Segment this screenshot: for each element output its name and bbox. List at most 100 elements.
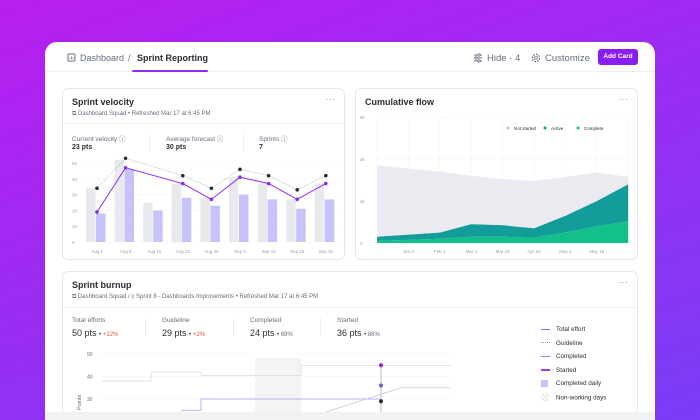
stat-label: Completed [250,317,282,324]
x-tick-label: Sep 12 [261,249,276,254]
x-tick-label: Mar 24 [496,249,511,254]
velocity-point [181,181,185,186]
completed-bar [124,169,135,242]
stat-label: Guideline [162,317,190,324]
y-tick-label: 20 [72,208,78,213]
y-tick-label: 40 [87,375,93,381]
forecast-point [123,156,128,161]
breadcrumb-sprint-reporting[interactable]: Sprint Reporting [137,53,208,63]
refreshed-text: Refreshed Mar 17 at 6:45 PM [131,111,211,117]
sprint-velocity-card: Sprint velocity ··· ⧉ Dashboard Squad • … [62,88,345,260]
x-tick-label: Feb 4 [434,249,446,254]
add-card-button[interactable]: Add Card [598,49,638,65]
x-tick-label: Sep 5 [234,249,246,254]
stat-label: Started [337,317,358,324]
y-tick-label: 4k [360,157,366,162]
top-bar: Dashboard / Sprint Reporting Hide · 4 Cu… [45,42,655,72]
x-tick-label: Apr 24 [527,249,541,254]
velocity-point [238,175,242,180]
card-subtitle: ⧉ Dashboard Squad / ⚲ Sprint 8 - Dashboa… [72,294,319,300]
y-tick-label: 0 [72,240,75,245]
stat-label: Total efforts [72,317,106,324]
divider [145,318,146,336]
legend-label: Not started [514,126,537,131]
team-icon: ⧉ [72,111,78,117]
legend-item: Guideline [541,340,583,347]
refreshed-text: Refreshed Mar 17 at 6:45 PM [239,294,319,300]
sprint-burnup-card: Sprint burnup ··· ⧉ Dashboard Squad / ⚲ … [62,271,638,420]
y-tick-label: 6k [360,115,366,120]
x-tick-label: Aug 15 [147,249,162,254]
cumulative-flow-card: Cumulative flow ··· 0 2k 4k 6k Jan 3 Feb 4 Mar… [355,88,638,260]
forecast-bar [86,188,96,242]
stat-value: 29 pts • +2% [162,328,206,338]
more-options-button[interactable]: ··· [325,95,335,104]
card-title: Sprint velocity [72,97,135,107]
forecast-point [238,167,242,172]
x-tick-label: Aug 29 [204,249,219,254]
divider [243,134,244,152]
hide-button[interactable]: Hide · 4 [487,53,521,64]
forecast-bar [257,183,268,242]
velocity-point [209,197,214,202]
legend-item: Total effort [541,326,585,333]
forecast-point [209,186,214,191]
team-icon: ⧉ [72,294,78,300]
total-effort-line [101,364,451,382]
forecast-line [96,157,326,191]
info-icon: ⓘ [281,136,288,143]
dashboard-icon [67,53,76,62]
divider [149,134,150,152]
breadcrumb-dashboard[interactable]: Dashboard [80,53,125,63]
y-tick-label: 50 [87,352,93,358]
y-tick-label: 40 [72,177,78,182]
y-tick-label: 50 [72,161,78,166]
active-tab-indicator [132,70,208,72]
hover-marker [379,363,383,368]
velocity-point [295,197,299,202]
forecast-point [95,186,99,191]
gear-icon [531,53,541,63]
y-axis-label: Points [77,394,83,410]
forecast-point [295,188,299,192]
stat-value: 50 pts • +12% [72,328,119,338]
forecast-bar [114,159,125,242]
x-tick-label: Aug 8 [120,249,132,254]
stat-label: Sprints ⓘ [259,136,288,143]
divider [63,307,637,308]
stat-value: 36 pts • 86% [337,328,380,338]
completed-bar [181,197,192,242]
burnup-chart: 30 40 50 Points [77,352,453,413]
x-tick-label: Aug 22 [176,249,191,254]
card-subtitle: ⧉ Dashboard Squad • Refreshed Mar 17 at … [72,111,211,117]
y-tick-label: 30 [72,193,78,198]
hover-marker [379,399,383,404]
legend-label: Complete [584,126,604,131]
velocity-point [266,181,271,186]
more-options-button[interactable]: ··· [618,95,628,104]
dashboard-window: Dashboard / Sprint Reporting Hide · 4 Cu… [45,42,655,420]
sprint-icon: ⚲ [131,294,136,300]
non-working-days [255,358,301,412]
velocity-point [324,181,328,186]
more-options-button[interactable]: ··· [618,278,628,287]
y-tick-label: 2k [360,199,366,204]
breadcrumb-separator: / [128,53,131,63]
card-title: Cumulative flow [365,97,435,107]
forecast-bar [171,183,182,242]
x-tick-label: May 15 [589,249,604,254]
forecast-bar [314,183,325,242]
legend-swatch [576,126,580,130]
x-tick-label: Mar 4 [465,249,477,254]
stat-value: 23 pts [72,144,93,151]
completed-bar [210,205,220,242]
sprint-name: Sprint 8 - Dashboards Improvements [135,294,235,300]
velocity-point [95,210,99,214]
divider [63,123,344,124]
forecast-point [266,173,271,178]
card-title: Sprint burnup [72,280,132,290]
x-tick-label: Aug 1 [91,249,103,254]
velocity-chart: 0 10 20 30 40 50 Aug 1 Aug 8 Aug 15 Aug 22 Aug 29 S… [72,156,338,254]
customize-button[interactable]: Customize [545,53,590,64]
divider [233,318,234,336]
